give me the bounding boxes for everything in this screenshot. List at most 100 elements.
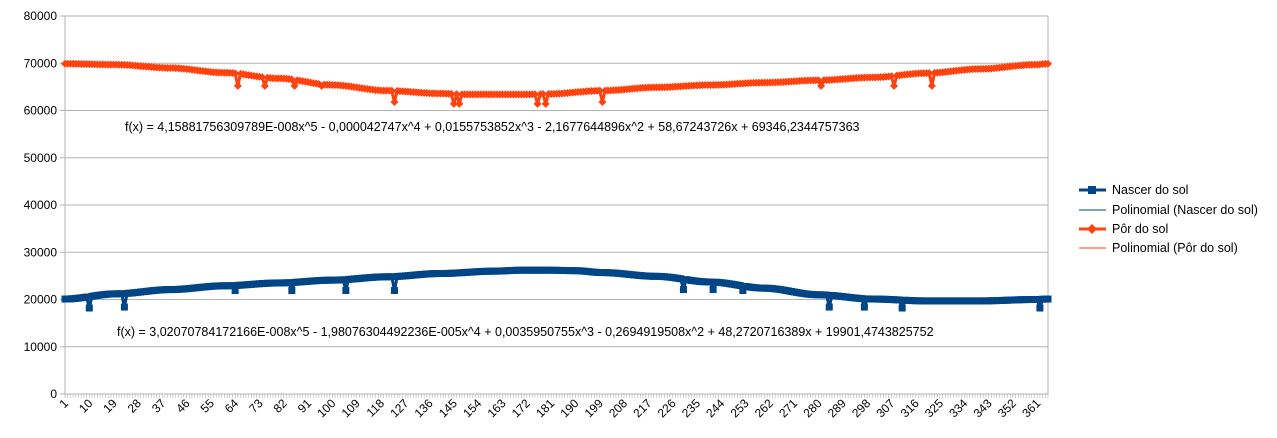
data-point-sunrise bbox=[339, 276, 347, 284]
legend-label-sunset: Pôr do sol bbox=[1112, 222, 1168, 236]
series-sunrise bbox=[61, 266, 1052, 312]
x-tick-label: 64 bbox=[222, 396, 242, 416]
data-point-sunrise bbox=[228, 282, 236, 290]
series-sunset bbox=[61, 59, 1052, 108]
data-point-sunset bbox=[1044, 59, 1052, 68]
data-point-sunrise bbox=[1033, 295, 1041, 303]
x-tick-label: 271 bbox=[776, 396, 800, 420]
x-tick-label: 280 bbox=[801, 396, 825, 420]
legend-item-sunset-trend: Polinomial (Pôr do sol) bbox=[1079, 241, 1238, 255]
data-point-sunset bbox=[541, 99, 550, 108]
data-point-sunrise bbox=[860, 303, 868, 311]
x-tick-label: 109 bbox=[339, 396, 363, 420]
data-point-sunset bbox=[260, 81, 269, 90]
x-tick-label: 55 bbox=[198, 396, 218, 416]
data-point-sunset bbox=[449, 99, 458, 108]
y-tick-label: 50000 bbox=[24, 151, 58, 165]
x-tick-label: 190 bbox=[557, 396, 581, 420]
y-tick-label: 20000 bbox=[24, 293, 58, 307]
data-point-sunset bbox=[538, 90, 547, 99]
data-point-sunrise bbox=[895, 296, 903, 304]
data-point-sunset bbox=[887, 72, 896, 81]
x-tick-label: 154 bbox=[460, 396, 484, 420]
y-tick-label: 80000 bbox=[24, 9, 58, 23]
x-tick-label: 325 bbox=[922, 396, 946, 420]
data-point-sunrise bbox=[709, 286, 717, 294]
x-tick-label: 208 bbox=[606, 396, 630, 420]
legend-marker-sunset bbox=[1087, 224, 1097, 234]
data-point-sunset bbox=[595, 86, 604, 95]
legend-label-sunset-trend: Polinomial (Pôr do sol) bbox=[1112, 241, 1238, 255]
legend-label-sunrise: Nascer do sol bbox=[1112, 183, 1188, 197]
series-layer bbox=[61, 59, 1052, 312]
x-tick-label: 46 bbox=[173, 396, 193, 416]
data-point-sunrise bbox=[1044, 295, 1052, 303]
x-tick-label: 127 bbox=[387, 396, 411, 420]
data-point-sunrise bbox=[736, 282, 744, 290]
x-tick-label: 235 bbox=[679, 396, 703, 420]
x-tick-label: 226 bbox=[655, 396, 679, 420]
data-point-sunset bbox=[927, 81, 936, 90]
data-point-sunrise bbox=[85, 304, 93, 312]
x-tick-label: 172 bbox=[509, 396, 533, 420]
legend-item-sunset: Pôr do sol bbox=[1079, 222, 1168, 236]
x-tick-label: 352 bbox=[995, 396, 1019, 420]
x-tick-label: 262 bbox=[752, 396, 776, 420]
y-tick-label: 70000 bbox=[24, 56, 58, 70]
data-point-sunrise bbox=[390, 287, 398, 295]
x-tick-label: 253 bbox=[728, 396, 752, 420]
x-tick-label: 100 bbox=[314, 396, 338, 420]
data-point-sunset bbox=[925, 69, 934, 78]
data-point-sunrise bbox=[231, 287, 239, 295]
legend-label-sunrise-trend: Polinomial (Nascer do sol) bbox=[1112, 203, 1258, 217]
x-tick-label: 73 bbox=[246, 396, 266, 416]
data-point-sunset bbox=[231, 69, 240, 78]
data-point-sunrise bbox=[118, 290, 126, 298]
data-point-sunrise bbox=[1036, 304, 1044, 312]
x-tick-label: 82 bbox=[271, 396, 291, 416]
data-point-sunrise bbox=[388, 273, 396, 281]
x-tick-label: 91 bbox=[295, 396, 315, 416]
x-tick-label: 10 bbox=[76, 396, 96, 416]
x-tick-label: 361 bbox=[1019, 396, 1043, 420]
x-tick-label: 343 bbox=[971, 396, 995, 420]
data-point-sunset bbox=[387, 86, 396, 95]
x-tick-label: 244 bbox=[703, 396, 727, 420]
data-point-sunrise bbox=[288, 287, 296, 295]
x-tick-label: 145 bbox=[436, 396, 460, 420]
data-point-sunrise bbox=[677, 275, 685, 283]
x-tick-label: 307 bbox=[873, 396, 897, 420]
data-point-sunset bbox=[287, 75, 296, 84]
data-point-sunset bbox=[598, 97, 607, 106]
x-tick-label: 334 bbox=[946, 396, 970, 420]
trendline-equation-sunset: f(x) = 4,15881756309789E-008x^5 - 0,0000… bbox=[125, 120, 860, 134]
data-point-sunset bbox=[890, 81, 899, 90]
x-axis-ticks: 1 10 19 28 37 46 55 64 73 82 91 100 109 118 127 136 145 1… bbox=[56, 394, 1049, 420]
data-point-sunset bbox=[455, 99, 464, 108]
data-point-sunset bbox=[814, 76, 823, 85]
data-point-sunset bbox=[447, 89, 456, 98]
data-point-sunrise bbox=[83, 293, 91, 301]
trendline-equation-sunrise: f(x) = 3,02070784172166E-008x^5 - 1,9807… bbox=[117, 325, 934, 339]
y-axis-ticks: 0 10000 20000 30000 40000 50000 60000 70000 8000… bbox=[24, 9, 65, 401]
data-point-sunset bbox=[233, 81, 242, 90]
x-tick-label: 289 bbox=[825, 396, 849, 420]
data-point-sunrise bbox=[285, 279, 293, 287]
legend: Nascer do sol Polinomial (Nascer do sol)… bbox=[1079, 183, 1258, 255]
x-tick-label: 1 bbox=[56, 396, 71, 411]
x-tick-label: 136 bbox=[412, 396, 436, 420]
data-point-sunset bbox=[390, 97, 399, 106]
data-point-sunrise bbox=[739, 287, 747, 295]
x-tick-label: 163 bbox=[485, 396, 509, 420]
data-point-sunset bbox=[290, 81, 299, 90]
data-point-sunrise bbox=[120, 303, 128, 311]
data-point-sunrise bbox=[898, 304, 906, 312]
data-point-sunrise bbox=[679, 286, 687, 294]
x-tick-label: 28 bbox=[125, 396, 145, 416]
y-tick-label: 0 bbox=[50, 387, 57, 401]
data-point-sunrise bbox=[706, 278, 714, 286]
data-point-sunrise bbox=[858, 295, 866, 303]
x-tick-label: 217 bbox=[630, 396, 654, 420]
x-tick-label: 316 bbox=[898, 396, 922, 420]
